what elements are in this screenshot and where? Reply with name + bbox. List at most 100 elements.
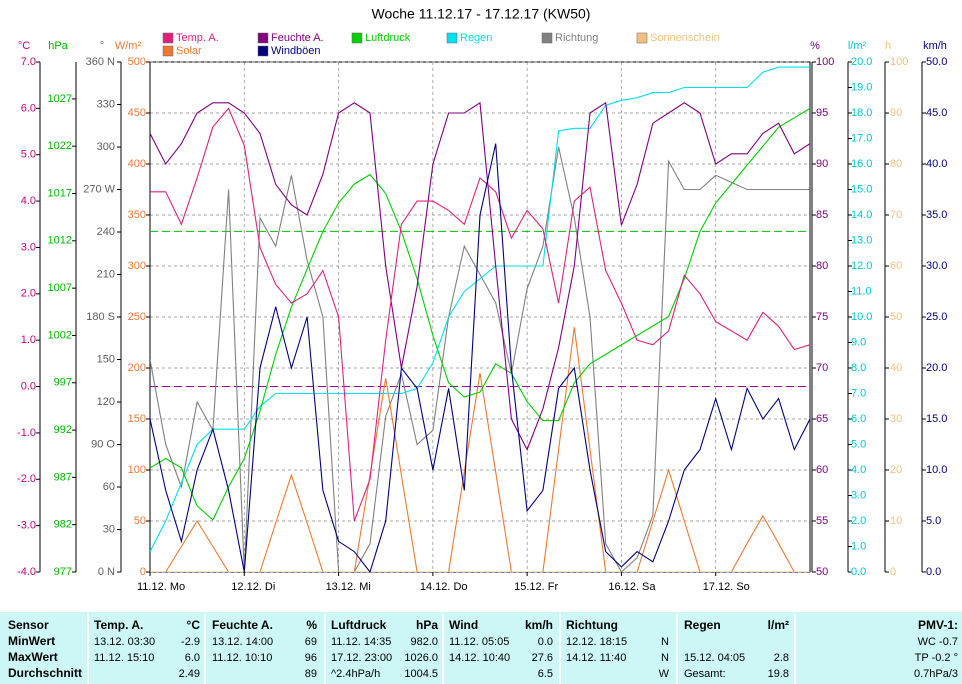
table-cell: 982.0 <box>410 636 438 648</box>
y-tick-label: 70 <box>816 362 828 374</box>
x-tick-label: 13.12. Mi <box>326 581 371 593</box>
y-tick-label: 11.0 <box>851 285 872 297</box>
y-tick-label: 0 <box>140 566 146 578</box>
table-cell: 6.0 <box>185 652 200 664</box>
y-tick-label: 16.0 <box>851 158 872 170</box>
table-header: km/h <box>525 618 553 632</box>
y-tick-label: 350 <box>128 209 146 221</box>
series-line <box>150 66 810 552</box>
table-cell: 11.12. 15:10 <box>94 652 154 664</box>
table-cell: TP -0.2 ° <box>915 652 958 664</box>
y-tick-label: 982 <box>54 519 72 531</box>
y-tick-label: -1.0 <box>17 427 36 439</box>
y-tick-label: 14.0 <box>851 209 872 221</box>
y-tick-label: 150 <box>97 353 115 365</box>
y-tick-label: 1.0 <box>851 540 866 552</box>
y-tick-label: 40.0 <box>926 158 947 170</box>
y-tick-label: 6.0 <box>21 102 36 114</box>
legend-label: Temp. A. <box>176 32 219 44</box>
y-tick-label: 4.0 <box>851 464 866 476</box>
x-tick-label: 17.12. So <box>703 581 750 593</box>
axis-unit: °C <box>18 40 30 52</box>
y-tick-label: 40 <box>890 362 902 374</box>
y-tick-label: 8.0 <box>851 362 866 374</box>
y-tick-label: 15.0 <box>926 413 947 425</box>
y-tick-label: 1017 <box>48 187 72 199</box>
y-tick-label: 100 <box>816 56 834 68</box>
table-header: Regen <box>684 618 721 632</box>
y-tick-label: 4.0 <box>21 195 36 207</box>
y-tick-label: 100 <box>128 464 146 476</box>
axis-unit: ° <box>100 40 104 52</box>
legend-label: Richtung <box>555 32 598 44</box>
series-line <box>150 107 810 522</box>
y-tick-label: 5.0 <box>851 438 866 450</box>
y-tick-label: 60 <box>890 260 902 272</box>
y-tick-label: 7.0 <box>851 387 866 399</box>
y-tick-label: 2.0 <box>851 515 866 527</box>
y-tick-label: 5.0 <box>21 149 36 161</box>
y-tick-label: -4.0 <box>17 566 36 578</box>
legend-label: Luftdruck <box>365 32 411 44</box>
x-tick-label: 16.12. Sa <box>608 581 656 593</box>
y-tick-label: 10 <box>890 515 902 527</box>
axis-unit: l/m² <box>848 40 867 52</box>
y-tick-label: 90 O <box>91 438 115 450</box>
y-tick-label: 1012 <box>48 235 72 247</box>
y-tick-label: 250 <box>128 311 146 323</box>
y-tick-label: 30.0 <box>926 260 947 272</box>
table-cell: 2.49 <box>179 668 200 680</box>
y-tick-label: 200 <box>128 362 146 374</box>
table-cell: 1004.5 <box>404 668 438 680</box>
axis-unit: km/h <box>923 40 947 52</box>
table-row-label: MaxWert <box>8 650 58 664</box>
y-tick-label: 50 <box>134 515 146 527</box>
y-tick-label: 977 <box>54 566 72 578</box>
legend-label: Regen <box>460 32 492 44</box>
x-tick-label: 14.12. Do <box>420 581 468 593</box>
y-tick-label: 5.0 <box>926 515 941 527</box>
y-tick-label: 70 <box>890 209 902 221</box>
y-tick-label: 75 <box>816 311 828 323</box>
legend-label: Windböen <box>271 45 321 57</box>
table-header: PMV-1: <box>918 618 958 632</box>
y-tick-label: 0.0 <box>926 566 941 578</box>
y-tick-label: 19.0 <box>851 81 872 93</box>
legend-swatch <box>541 32 553 44</box>
table-cell: 0.0 <box>538 636 553 648</box>
series-line <box>150 327 810 572</box>
y-tick-label: 997 <box>54 377 72 389</box>
y-tick-label: 300 <box>128 260 146 272</box>
y-tick-label: 270 W <box>83 183 115 195</box>
y-tick-label: 0.0 <box>21 380 36 392</box>
y-tick-label: 17.0 <box>851 132 872 144</box>
y-tick-label: 180 S <box>86 311 115 323</box>
table-cell: 14.12. 11:40 <box>566 652 626 664</box>
table-header: Temp. A. <box>94 618 143 632</box>
legend-label: Sonnenschein <box>650 32 720 44</box>
table-cell: 15.12. 04:05 <box>684 652 745 664</box>
y-tick-label: 3.0 <box>21 241 36 253</box>
y-tick-label: 60 <box>816 464 828 476</box>
table-cell: 1026.0 <box>404 652 438 664</box>
y-tick-label: 500 <box>128 56 146 68</box>
y-tick-label: 95 <box>816 107 828 119</box>
legend-swatch <box>446 32 458 44</box>
table-header: % <box>306 618 317 632</box>
y-tick-label: 30 <box>103 523 115 535</box>
y-tick-label: 150 <box>128 413 146 425</box>
table-row-label: MinWert <box>8 634 55 648</box>
series-line <box>150 107 810 521</box>
axis-unit: hPa <box>48 40 68 52</box>
y-tick-label: 1002 <box>48 329 72 341</box>
y-tick-label: 20.0 <box>926 362 947 374</box>
y-tick-label: 20 <box>890 464 902 476</box>
y-tick-label: 18.0 <box>851 107 872 119</box>
y-tick-label: 360 N <box>86 56 115 68</box>
table-cell: 89 <box>305 668 317 680</box>
legend-label: Feuchte A. <box>271 32 324 44</box>
plot-area <box>150 66 810 572</box>
table-cell: 11.12. 14:35 <box>331 636 391 648</box>
y-tick-label: 10.0 <box>851 311 872 323</box>
